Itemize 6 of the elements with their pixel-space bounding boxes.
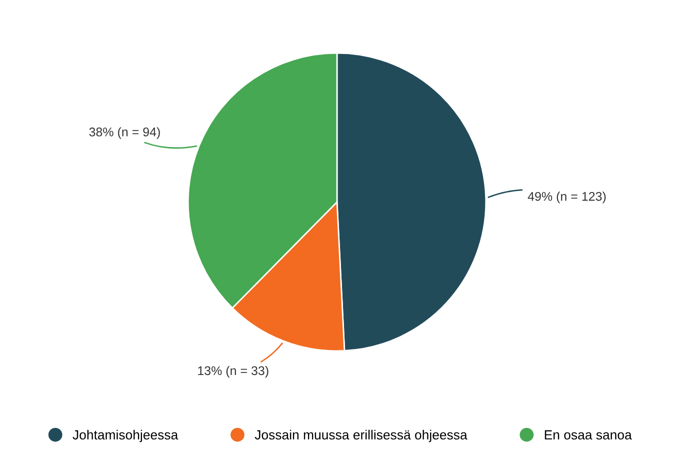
legend-label: Johtamisohjeessa — [72, 430, 178, 442]
data-label: 13% (n = 33) — [198, 366, 268, 378]
data-label: 38% (n = 94) — [89, 127, 160, 139]
legend-label: Jossain muussa erillisessä ohjeessa — [254, 430, 468, 442]
data-label: 49% (n = 123) — [528, 192, 606, 204]
legend-label: En osaa sanoa — [544, 430, 632, 440]
